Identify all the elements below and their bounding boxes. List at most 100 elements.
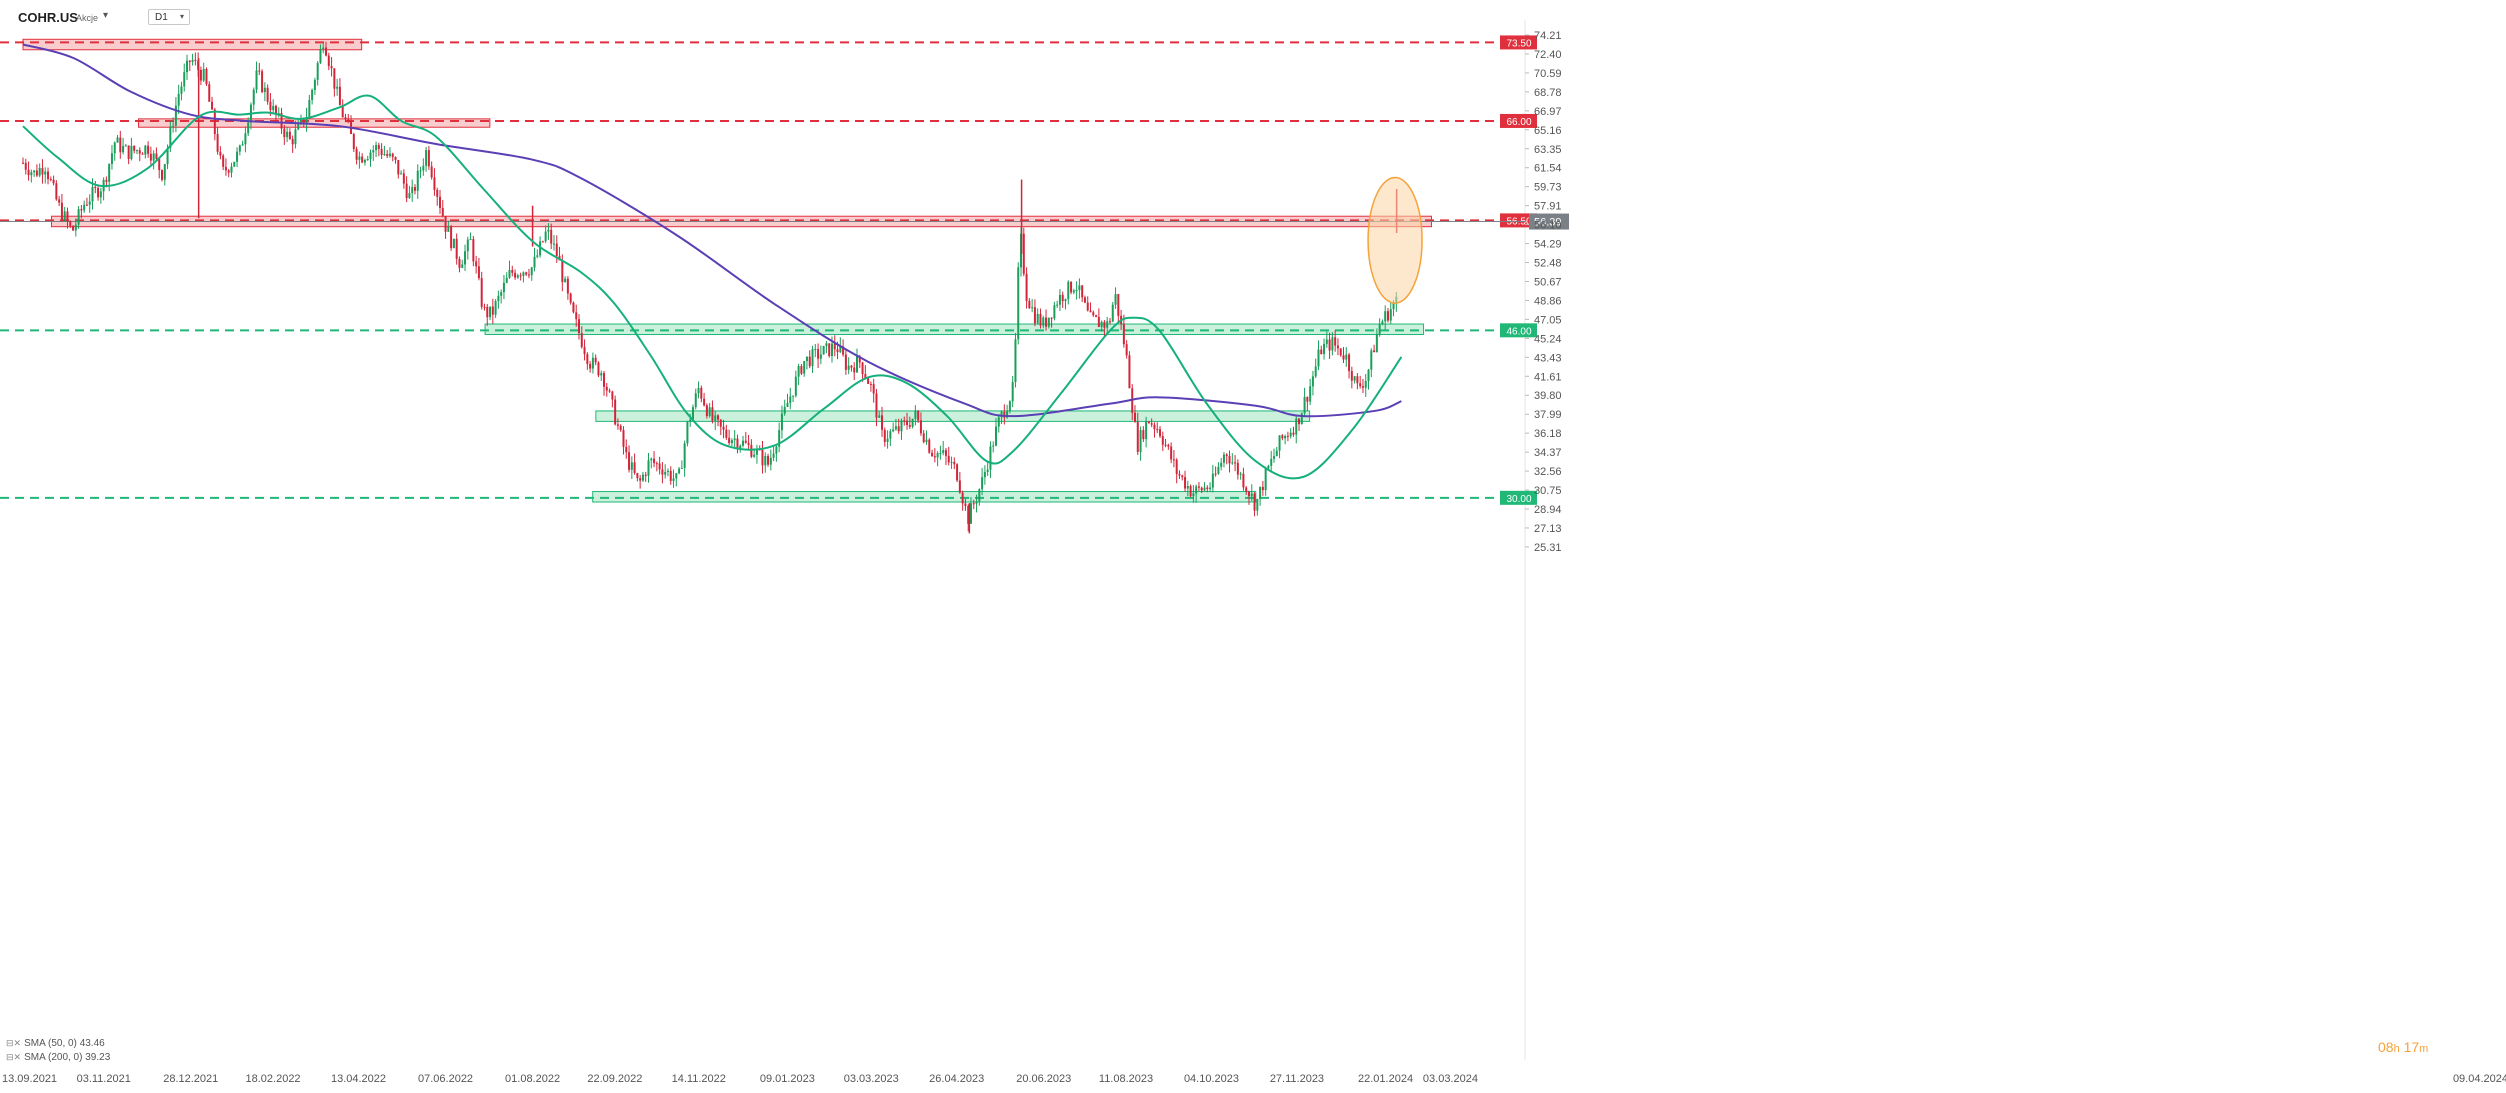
- candle-body: [736, 438, 739, 449]
- candle-body: [97, 187, 100, 198]
- candle-body: [1306, 396, 1309, 402]
- candle-body: [1350, 371, 1353, 381]
- candle-body: [333, 68, 336, 89]
- visibility-icon[interactable]: ⊟✕: [6, 1038, 22, 1048]
- candle-body: [566, 278, 569, 294]
- candle-body: [1334, 337, 1337, 346]
- symbol-dropdown-icon[interactable]: ▾: [103, 10, 109, 21]
- candle-body: [1320, 349, 1323, 354]
- candle-body: [99, 191, 102, 198]
- x-tick-label: 22.01.2024: [1358, 1073, 1413, 1085]
- candle-body: [447, 226, 450, 232]
- candle-body: [30, 172, 33, 176]
- candle-body: [133, 145, 136, 151]
- timeframe-select[interactable]: D1 ▾: [148, 9, 190, 25]
- candle-body: [288, 131, 291, 140]
- candle-body: [853, 367, 856, 373]
- candle-body: [1206, 487, 1209, 489]
- candle-body: [530, 267, 533, 276]
- candle-body: [653, 458, 656, 464]
- candle-body: [272, 105, 275, 111]
- candle-body: [1106, 321, 1109, 328]
- candle-body: [244, 133, 247, 145]
- candle-body: [52, 179, 55, 184]
- candle-body: [144, 145, 147, 155]
- candle-body: [155, 153, 158, 159]
- candle-body: [1172, 459, 1175, 461]
- candle-body: [931, 452, 934, 457]
- candle-body: [828, 343, 831, 356]
- candle-body: [49, 179, 52, 181]
- candle-body: [550, 229, 553, 244]
- candle-body: [375, 145, 378, 151]
- candle-body: [1095, 315, 1098, 317]
- candle-body: [686, 421, 689, 444]
- candle-body: [933, 456, 936, 458]
- candle-body: [1361, 386, 1364, 388]
- candle-body: [188, 60, 191, 62]
- candle-body: [1220, 462, 1223, 467]
- candle-body: [363, 160, 366, 163]
- candle-body: [1125, 344, 1128, 356]
- candle-body: [536, 255, 539, 257]
- candle-body: [341, 105, 344, 118]
- x-tick-label: 27.11.2023: [1270, 1073, 1324, 1085]
- x-tick-label: 01.08.2022: [505, 1073, 560, 1085]
- candle-body: [124, 145, 127, 147]
- y-tick-label: 41.61: [1534, 371, 1562, 383]
- candle-body: [661, 469, 664, 475]
- candle-body: [825, 343, 828, 347]
- candle-body: [338, 86, 341, 106]
- candle-body: [1022, 233, 1025, 274]
- candle-body: [138, 150, 141, 154]
- candle-body: [936, 453, 939, 458]
- candle-body: [327, 55, 330, 67]
- candle-body: [108, 164, 111, 182]
- symbol-name[interactable]: COHR.US: [18, 10, 78, 25]
- candle-body: [1050, 317, 1053, 319]
- candle-body: [69, 221, 72, 226]
- candle-body: [869, 383, 872, 385]
- candle-body: [614, 399, 617, 425]
- candle-body: [486, 306, 489, 318]
- candle-body: [1195, 486, 1198, 494]
- candle-body: [297, 122, 300, 130]
- candle-body: [1028, 300, 1031, 309]
- level-label-box: [1500, 323, 1537, 338]
- candle-body: [458, 258, 461, 268]
- x-tick-label: 28.12.2021: [163, 1073, 218, 1085]
- resistance-zone: [22, 38, 363, 51]
- candle-body: [1222, 454, 1225, 463]
- candle-body: [864, 374, 867, 379]
- visibility-icon[interactable]: ⊟✕: [6, 1052, 22, 1062]
- candle-body: [1075, 290, 1078, 292]
- candle-body: [222, 155, 225, 167]
- candle-body: [380, 148, 383, 155]
- candle-body: [1134, 412, 1136, 422]
- candle-body: [1242, 473, 1245, 488]
- candle-body: [41, 168, 44, 175]
- candle-body: [413, 187, 416, 191]
- y-tick-label: 39.80: [1534, 390, 1562, 402]
- candle-body: [1378, 324, 1381, 335]
- candle-body: [1209, 487, 1212, 489]
- candle-body: [903, 420, 906, 422]
- candle-body: [725, 429, 728, 438]
- candle-body: [992, 445, 995, 447]
- candle-body: [744, 440, 747, 443]
- candle-body: [761, 449, 764, 466]
- candle-body: [1295, 418, 1298, 435]
- candle-body: [427, 150, 430, 167]
- y-tick-label: 68.78: [1534, 87, 1562, 99]
- candle-body: [74, 224, 77, 231]
- candle-body: [83, 204, 86, 211]
- candle-body: [1042, 317, 1045, 326]
- y-tick-label: 45.24: [1534, 333, 1562, 345]
- candle-body: [800, 366, 803, 374]
- candle-body: [1253, 493, 1256, 511]
- candle-body: [539, 241, 542, 256]
- candle-body: [227, 170, 230, 173]
- candle-body: [552, 243, 555, 245]
- candle-body: [1025, 273, 1028, 301]
